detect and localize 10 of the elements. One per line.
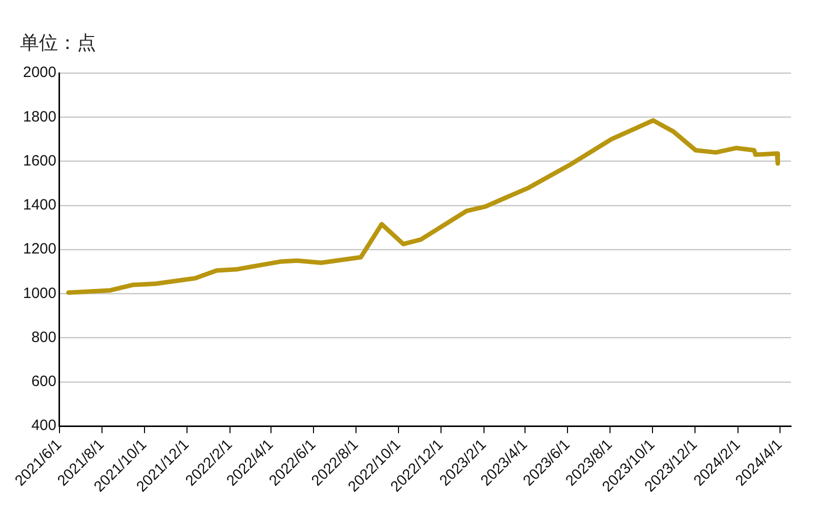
- y-tick-label: 2000: [22, 64, 56, 82]
- y-tick-label: 1800: [22, 108, 56, 126]
- y-tick-label: 1600: [22, 152, 56, 170]
- y-axis-title: 单位：点: [20, 31, 96, 56]
- y-tick-label: 600: [31, 373, 56, 390]
- y-tick-label: 1400: [22, 196, 56, 214]
- y-tick-label: 400: [31, 417, 56, 434]
- y-tick-label: 1200: [22, 240, 56, 258]
- y-tick-label: 1000: [22, 284, 56, 302]
- y-tick-label: 800: [31, 328, 56, 346]
